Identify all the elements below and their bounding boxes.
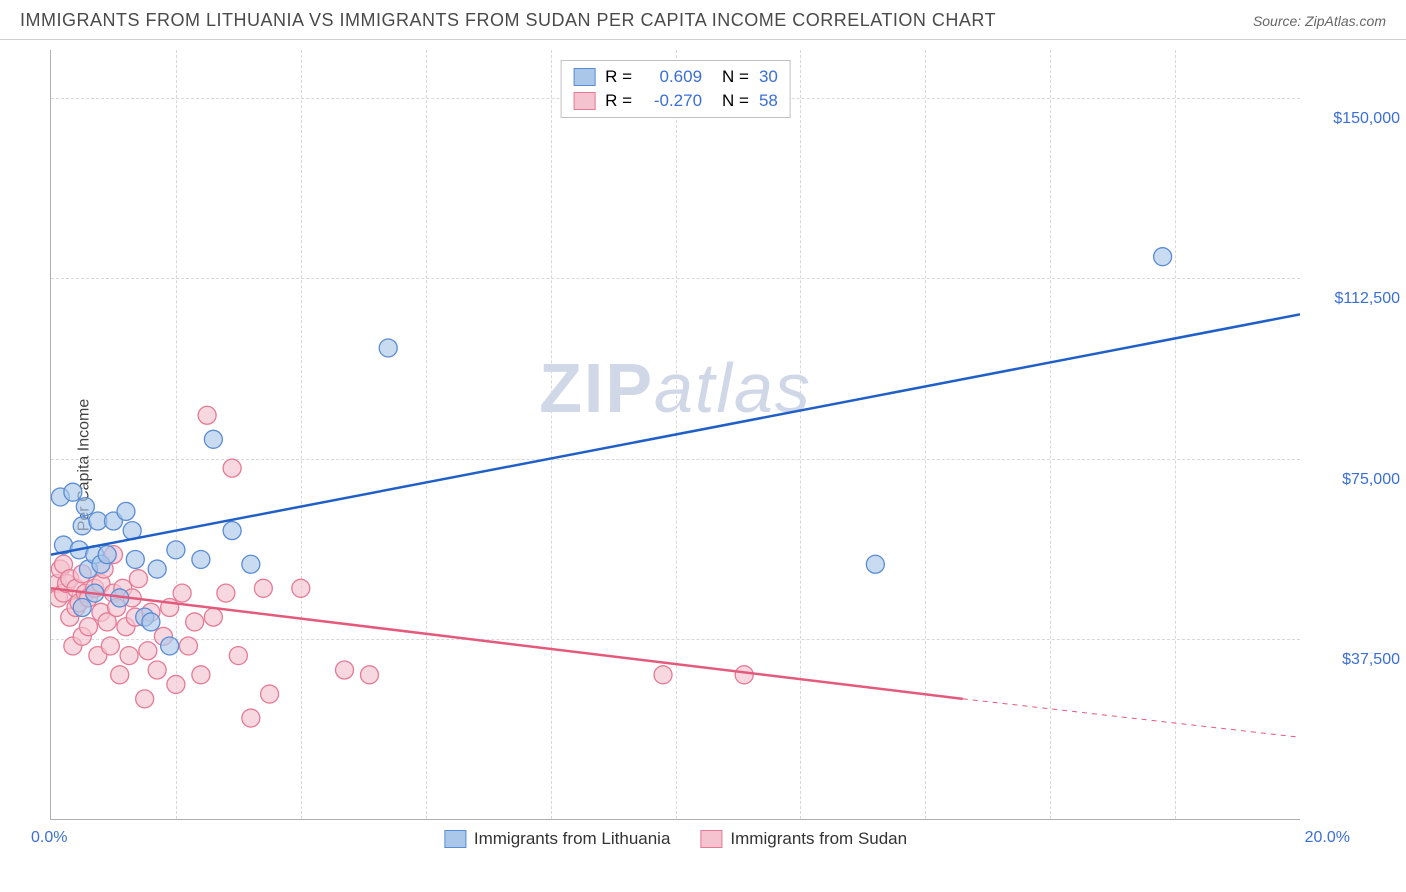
correlation-legend-row: R = 0.609 N = 30 — [573, 65, 778, 89]
r-value-sudan: -0.270 — [642, 91, 702, 111]
series-legend-item: Immigrants from Sudan — [700, 829, 907, 849]
chart-svg — [51, 50, 1300, 819]
x-tick-max: 20.0% — [1305, 829, 1350, 847]
chart-container: Per Capita Income ZIPatlas R = 0.609 N =… — [0, 40, 1406, 890]
series-swatch-sudan — [700, 830, 722, 848]
chart-source: Source: ZipAtlas.com — [1253, 13, 1386, 29]
chart-header: IMMIGRANTS FROM LITHUANIA VS IMMIGRANTS … — [0, 0, 1406, 40]
series-swatch-lithuania — [573, 68, 595, 86]
y-tick: $75,000 — [1310, 471, 1400, 489]
y-tick: $37,500 — [1310, 651, 1400, 669]
n-value-lithuania: 30 — [759, 67, 778, 87]
n-value-sudan: 58 — [759, 91, 778, 111]
x-tick-min: 0.0% — [31, 829, 67, 847]
y-tick: $112,500 — [1310, 290, 1400, 308]
series-legend: Immigrants from Lithuania Immigrants fro… — [444, 829, 907, 849]
r-value-lithuania: 0.609 — [642, 67, 702, 87]
correlation-legend: R = 0.609 N = 30 R = -0.270 N = 58 — [560, 60, 791, 118]
series-swatch-lithuania — [444, 830, 466, 848]
chart-title: IMMIGRANTS FROM LITHUANIA VS IMMIGRANTS … — [20, 10, 996, 31]
series-swatch-sudan — [573, 92, 595, 110]
correlation-legend-row: R = -0.270 N = 58 — [573, 89, 778, 113]
plot-area: ZIPatlas R = 0.609 N = 30 R = -0.270 N =… — [50, 50, 1300, 820]
series-legend-item: Immigrants from Lithuania — [444, 829, 671, 849]
y-tick: $150,000 — [1310, 110, 1400, 128]
